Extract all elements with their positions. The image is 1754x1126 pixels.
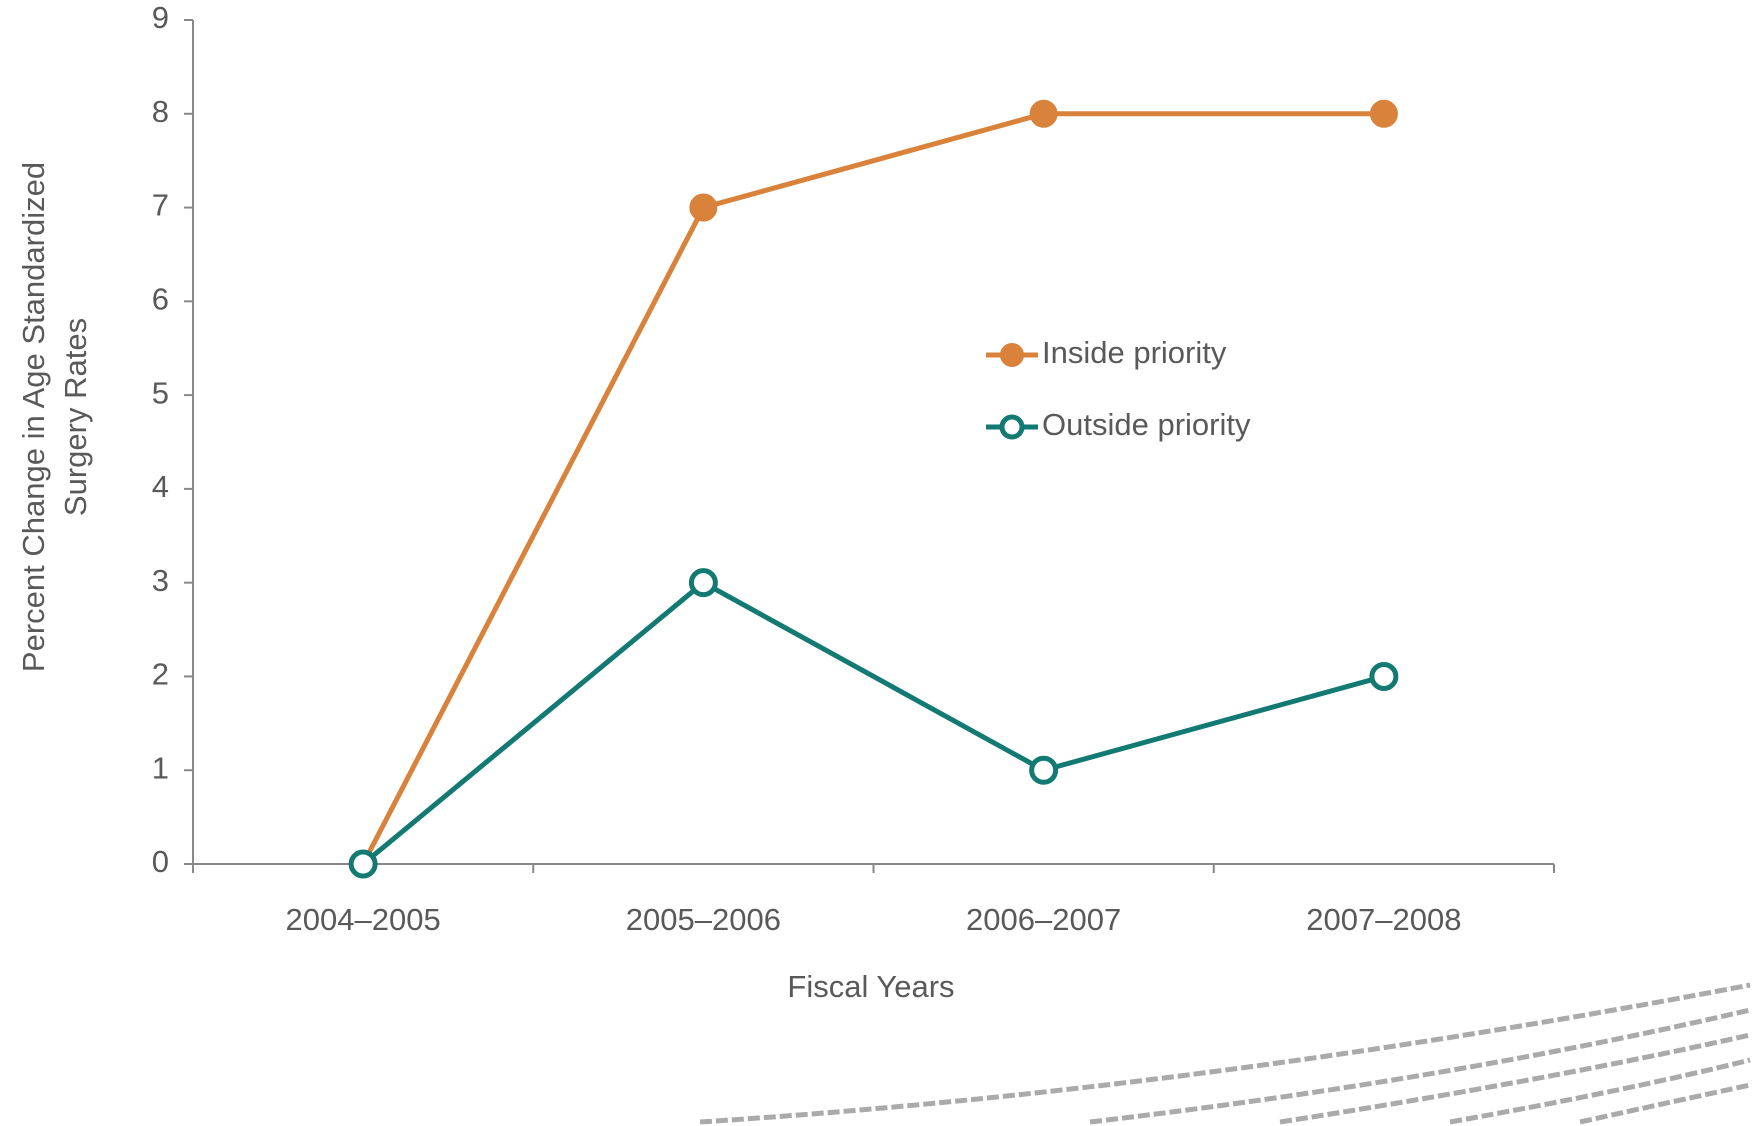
y-tick-label: 9 xyxy=(152,0,169,35)
marker xyxy=(688,568,718,598)
y-axis-label: Surgery Rates xyxy=(58,318,93,516)
decoration xyxy=(699,982,1751,1125)
y-tick-label: 3 xyxy=(152,563,169,598)
x-tick-label: 2006–2007 xyxy=(966,902,1121,937)
series-line xyxy=(360,111,1384,866)
y-tick-label: 4 xyxy=(152,469,169,504)
marker xyxy=(1029,99,1058,128)
marker xyxy=(1369,661,1399,691)
y-axis-label: Percent Change in Age Standardized xyxy=(16,162,51,672)
series-line xyxy=(361,579,1385,866)
x-tick-label: 2005–2006 xyxy=(626,902,781,937)
y-tick-label: 6 xyxy=(152,282,169,317)
y-tick-label: 0 xyxy=(152,844,169,879)
y-tick-label: 5 xyxy=(152,375,169,410)
y-tick-label: 7 xyxy=(152,188,169,223)
marker xyxy=(1369,99,1398,128)
legend-label: Outside priority xyxy=(1042,407,1251,442)
x-tick-label: 2004–2005 xyxy=(286,902,441,937)
legend-marker xyxy=(1000,343,1024,367)
y-tick-label: 2 xyxy=(152,657,169,692)
y-tick-label: 1 xyxy=(152,750,169,785)
marker xyxy=(1029,755,1059,785)
y-tick-label: 8 xyxy=(152,94,169,129)
x-tick-label: 2007–2008 xyxy=(1306,902,1461,937)
marker xyxy=(348,849,378,879)
legend-label: Inside priority xyxy=(1042,335,1227,370)
legend-marker xyxy=(999,414,1025,440)
marker xyxy=(689,193,718,222)
x-axis-label: Fiscal Years xyxy=(787,969,954,1004)
